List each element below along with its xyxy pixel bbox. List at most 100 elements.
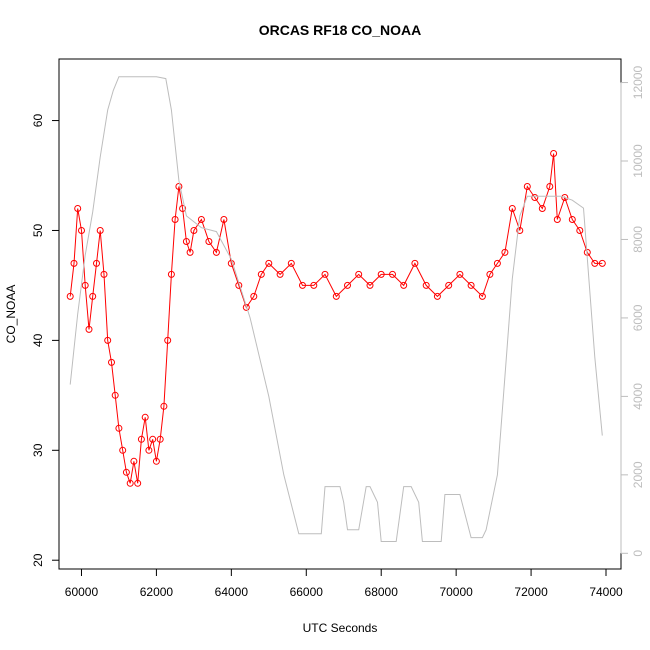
co-noaa-point bbox=[205, 238, 213, 245]
co-noaa-point bbox=[257, 270, 265, 278]
plot-frame bbox=[58, 58, 622, 570]
co-noaa-point bbox=[96, 227, 104, 234]
co-noaa-point bbox=[93, 259, 100, 267]
x-axis-label: UTC Seconds bbox=[303, 621, 378, 635]
co-noaa-point bbox=[310, 281, 318, 289]
co-noaa-point bbox=[501, 248, 509, 256]
co-noaa-point bbox=[531, 194, 539, 201]
y-axis-label: CO_NOAA bbox=[4, 285, 18, 344]
co-noaa-point bbox=[66, 292, 74, 300]
co-noaa-point bbox=[516, 227, 524, 234]
co-noaa-point bbox=[486, 270, 494, 278]
co-noaa-point bbox=[332, 292, 340, 300]
co-noaa-point bbox=[598, 259, 606, 267]
co-noaa-point bbox=[478, 292, 486, 300]
co-noaa-point bbox=[81, 281, 89, 289]
y-tick-label: 20 bbox=[31, 553, 45, 567]
co-noaa-point bbox=[493, 259, 501, 267]
co-noaa-point bbox=[523, 183, 531, 190]
co-noaa-point bbox=[190, 227, 198, 234]
y-tick-label: 60 bbox=[31, 114, 45, 128]
axes-layer: 60000 62000 64000 66000 68000 70000 72000 74000… bbox=[31, 66, 645, 599]
co-noaa-point bbox=[171, 216, 179, 223]
y2-tick-label: 12000 bbox=[631, 66, 645, 100]
y-tick-label: 30 bbox=[31, 443, 45, 457]
x-tick-label: 70000 bbox=[439, 585, 473, 599]
co-noaa-point bbox=[175, 183, 183, 190]
altitude-line bbox=[69, 76, 603, 542]
co-noaa-point bbox=[126, 479, 134, 487]
co-noaa-point bbox=[137, 435, 145, 443]
co-noaa-point bbox=[411, 259, 419, 267]
co-noaa-point bbox=[111, 391, 119, 399]
co-noaa-point bbox=[104, 336, 112, 344]
co-noaa-point bbox=[100, 270, 108, 278]
co-noaa-point bbox=[591, 259, 599, 267]
y2-tick-label: 2000 bbox=[631, 461, 645, 488]
co-noaa-point bbox=[182, 238, 190, 245]
co-noaa-point bbox=[400, 281, 408, 289]
co-noaa-point bbox=[122, 468, 130, 476]
y-tick-label: 50 bbox=[31, 223, 45, 237]
y2-tick-label: 10000 bbox=[631, 144, 645, 178]
co-noaa-point bbox=[456, 270, 464, 278]
co-noaa-point bbox=[167, 270, 175, 278]
y2-tick-label: 0 bbox=[631, 550, 645, 557]
co-noaa-point bbox=[467, 281, 475, 289]
co-noaa-point bbox=[299, 281, 306, 289]
chart-title: ORCAS RF18 CO_NOAA bbox=[259, 22, 422, 38]
co-noaa-point bbox=[568, 216, 576, 223]
y-tick-label: 40 bbox=[31, 333, 45, 347]
co-noaa-point bbox=[355, 270, 363, 278]
x-tick-label: 74000 bbox=[589, 585, 623, 599]
co-noaa-point bbox=[508, 205, 516, 212]
co-noaa-point bbox=[553, 216, 561, 223]
co-noaa-point bbox=[265, 259, 273, 267]
co-noaa-point bbox=[134, 479, 142, 487]
co-noaa-point bbox=[108, 358, 115, 366]
x-tick-label: 62000 bbox=[140, 585, 174, 599]
co-noaa-point bbox=[538, 205, 546, 212]
co-noaa-point bbox=[115, 424, 123, 432]
co-noaa-point bbox=[220, 216, 228, 223]
co-noaa-point bbox=[78, 227, 85, 234]
co-noaa-point bbox=[152, 457, 160, 465]
co-noaa-point bbox=[179, 205, 187, 212]
y2-tick-label: 6000 bbox=[631, 304, 645, 331]
co-noaa-point bbox=[212, 248, 220, 256]
co-noaa-point bbox=[130, 457, 138, 465]
co-noaa-point bbox=[70, 259, 78, 267]
co-noaa-point bbox=[561, 194, 569, 201]
co-noaa-point bbox=[445, 281, 453, 289]
co-noaa-point bbox=[160, 402, 168, 410]
co-noaa-point bbox=[186, 248, 194, 256]
y2-tick-label: 4000 bbox=[631, 383, 645, 410]
series-layer bbox=[66, 76, 606, 542]
co-noaa-point bbox=[74, 205, 82, 212]
co-noaa-point bbox=[141, 413, 149, 421]
x-tick-label: 66000 bbox=[290, 585, 324, 599]
co-noaa-line bbox=[69, 153, 603, 484]
x-tick-label: 72000 bbox=[514, 585, 548, 599]
co-noaa-point bbox=[85, 325, 93, 333]
co-noaa-point bbox=[250, 292, 258, 300]
co-noaa-point bbox=[366, 281, 374, 289]
co-noaa-point bbox=[164, 336, 172, 344]
co-noaa-point bbox=[287, 259, 295, 267]
co-noaa-point bbox=[550, 150, 558, 157]
co-noaa-point bbox=[321, 270, 329, 278]
co-noaa-point bbox=[197, 216, 205, 223]
x-tick-label: 64000 bbox=[215, 585, 249, 599]
x-tick-label: 60000 bbox=[65, 585, 99, 599]
co-noaa-point bbox=[119, 446, 127, 454]
co-noaa-point bbox=[149, 435, 157, 443]
co-noaa-point bbox=[344, 281, 351, 289]
co-noaa-point bbox=[433, 292, 441, 300]
co-noaa-point bbox=[377, 270, 385, 278]
x-tick-label: 68000 bbox=[365, 585, 399, 599]
co-noaa-point bbox=[89, 292, 97, 300]
co-noaa-point bbox=[145, 446, 153, 454]
co-noaa-point bbox=[276, 270, 284, 278]
co-noaa-point bbox=[389, 270, 396, 278]
